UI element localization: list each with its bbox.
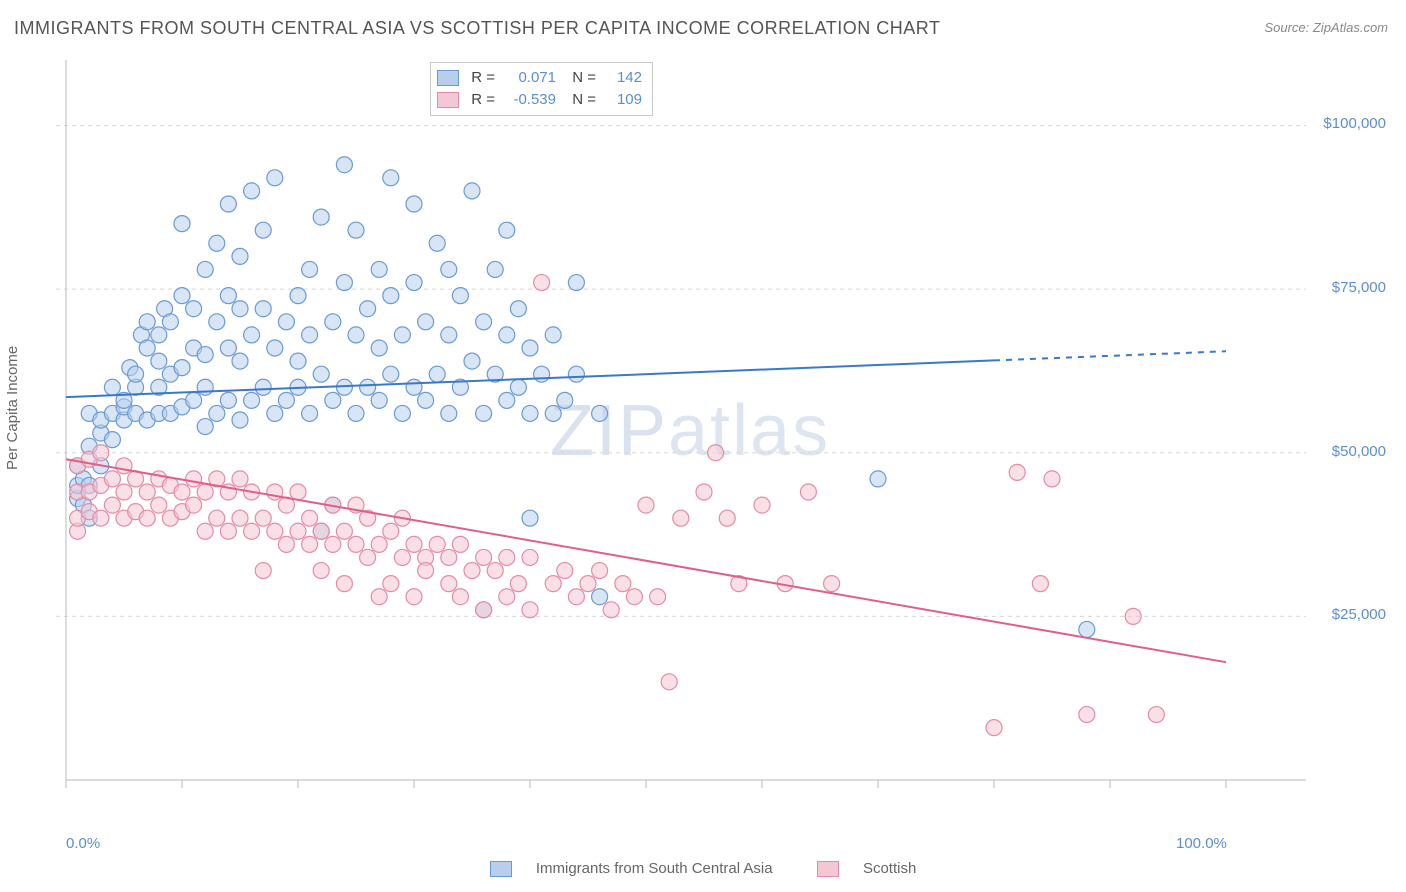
stat-label-n: N = — [566, 89, 596, 111]
stat-label-r: R = — [465, 89, 495, 111]
legend-item-series2: Scottish — [807, 860, 927, 877]
y-tick-label: $100,000 — [1323, 115, 1386, 132]
stat-label-n: N = — [566, 67, 596, 89]
bottom-legend: Immigrants from South Central Asia Scott… — [0, 860, 1406, 878]
y-tick-label: $25,000 — [1332, 606, 1386, 623]
stats-row-series1: R = 0.071 N = 142 — [437, 67, 642, 89]
y-tick-label: $75,000 — [1332, 279, 1386, 296]
stat-value-n2: 109 — [602, 89, 642, 111]
source-label: Source: ZipAtlas.com — [1264, 20, 1388, 35]
legend-label-series2: Scottish — [863, 860, 916, 877]
legend-swatch-icon — [817, 861, 839, 877]
scatter-chart-svg — [56, 60, 1316, 820]
legend-swatch-series2 — [437, 92, 459, 108]
stat-label-r: R = — [465, 67, 495, 89]
stats-row-series2: R = -0.539 N = 109 — [437, 89, 642, 111]
x-tick-label: 0.0% — [66, 835, 100, 852]
legend-label-series1: Immigrants from South Central Asia — [536, 860, 773, 877]
stats-legend: R = 0.071 N = 142 R = -0.539 N = 109 — [430, 62, 653, 116]
y-axis-label: Per Capita Income — [4, 346, 21, 470]
legend-swatch-icon — [490, 861, 512, 877]
chart-title: IMMIGRANTS FROM SOUTH CENTRAL ASIA VS SC… — [14, 18, 940, 39]
stat-value-n1: 142 — [602, 67, 642, 89]
stat-value-r2: -0.539 — [501, 89, 556, 111]
y-tick-label: $50,000 — [1332, 443, 1386, 460]
legend-swatch-series1 — [437, 70, 459, 86]
stat-value-r1: 0.071 — [501, 67, 556, 89]
legend-item-series1: Immigrants from South Central Asia — [480, 860, 787, 877]
chart-area — [56, 60, 1316, 820]
x-tick-label: 100.0% — [1176, 835, 1227, 852]
